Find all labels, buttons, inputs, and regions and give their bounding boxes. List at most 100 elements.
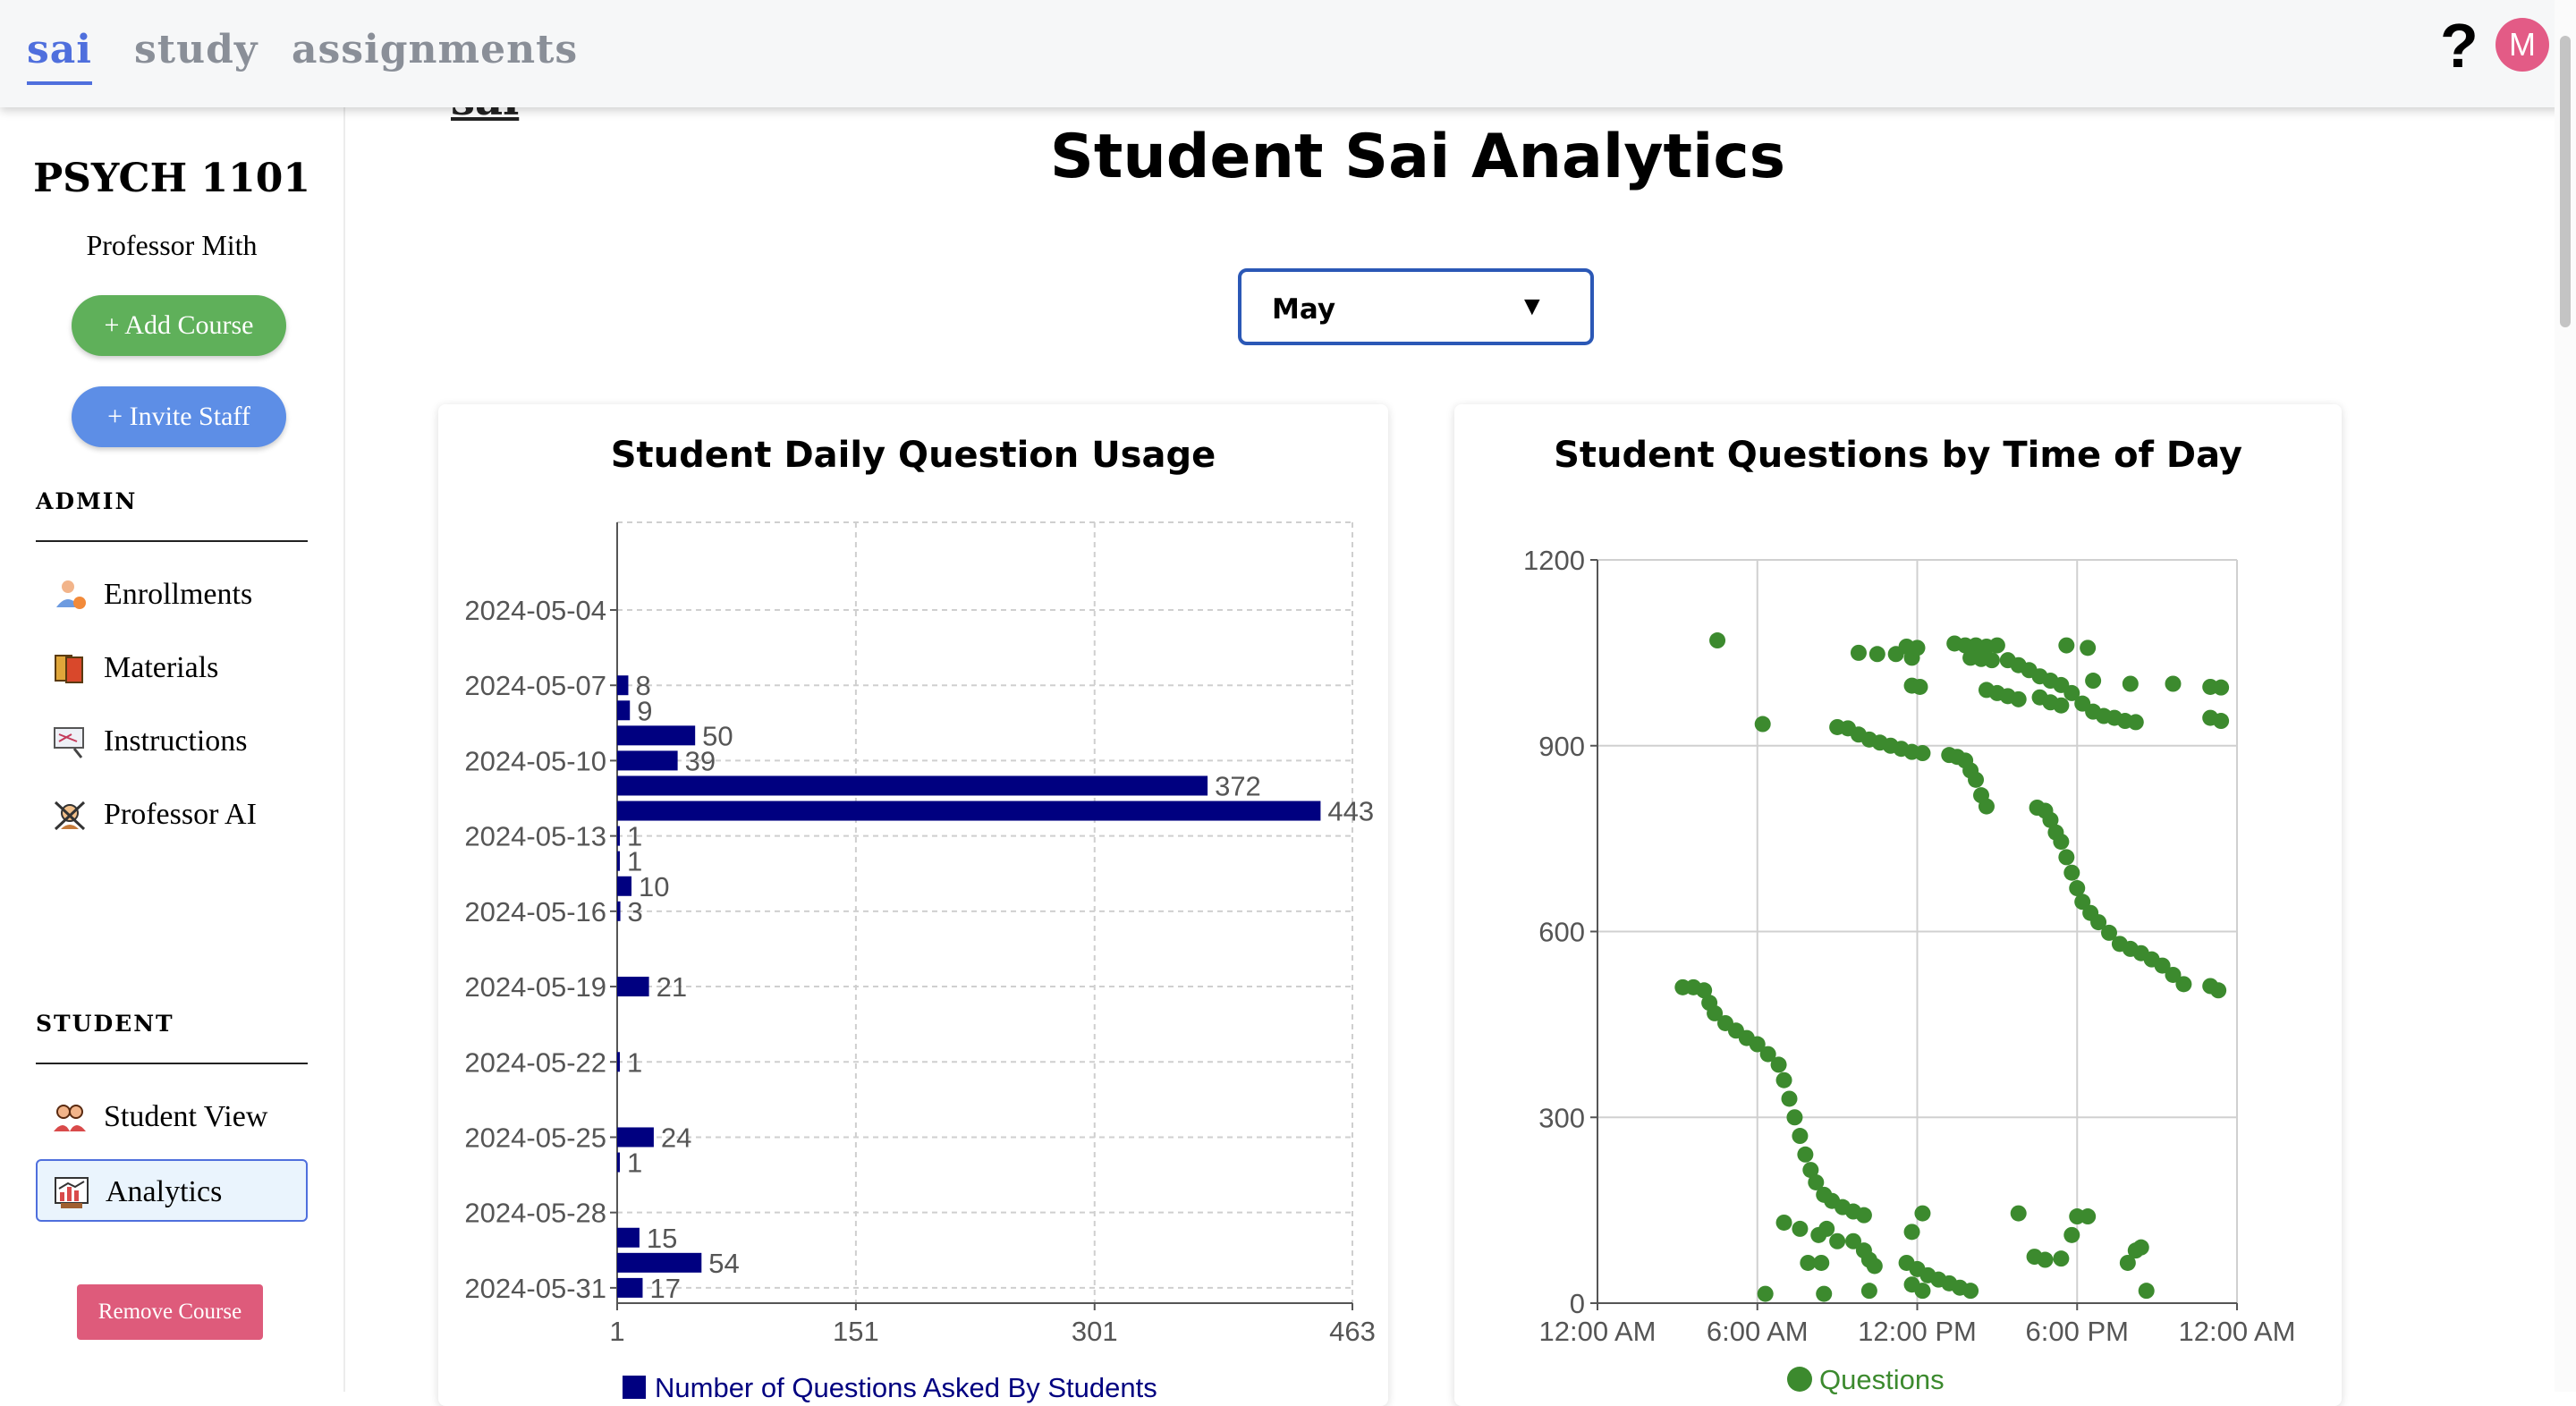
scatter-point <box>1757 1285 1774 1302</box>
scatter-point <box>1903 1224 1920 1241</box>
bar <box>617 725 696 746</box>
bar-value-label: 15 <box>647 1223 677 1254</box>
scatter-point <box>1978 798 1995 815</box>
scatter-point <box>2165 966 2182 983</box>
x-tick-label: 151 <box>833 1316 879 1347</box>
bar <box>617 675 629 696</box>
scatter-point <box>1818 1220 1835 1237</box>
bar <box>617 800 1321 821</box>
month-select-value: May <box>1272 293 1336 326</box>
scatter-point <box>1914 745 1931 762</box>
avatar[interactable]: M <box>2496 18 2549 72</box>
time-of-day-scatter-chart: 12:00 AM 6:00 AM 12:00 PM 6:00 PM 12:00 AM03… <box>1523 545 2296 1395</box>
bar-value-label: 372 <box>1215 770 1261 801</box>
scatter-point <box>1914 1283 1931 1300</box>
scatter-point <box>1909 639 1926 656</box>
y-tick-label: 2024-05-07 <box>464 670 606 701</box>
page-scrollbar[interactable] <box>2555 0 2576 1392</box>
chart-title: Student Daily Question Usage <box>610 435 1216 476</box>
bar-value-label: 1 <box>627 846 642 877</box>
bar-value-label: 3 <box>628 896 643 927</box>
sidebar-item-analytics[interactable]: Analytics <box>36 1159 308 1222</box>
scatter-point <box>1911 678 1928 695</box>
scatter-point <box>2063 684 2080 701</box>
scatter-point <box>1855 1207 1872 1224</box>
bar-value-label: 21 <box>657 971 687 1003</box>
scatter-point <box>1759 1046 1776 1063</box>
y-tick-label: 2024-05-04 <box>464 595 606 626</box>
scatter-point <box>2010 1205 2027 1222</box>
enrollments-icon <box>56 580 86 609</box>
bar <box>617 1152 620 1173</box>
bar-value-label: 54 <box>708 1248 739 1279</box>
scatter-point <box>2119 1254 2136 1271</box>
sidebar-item-instructions[interactable]: Instructions <box>36 710 308 773</box>
scatter-point <box>2053 834 2070 851</box>
scatter-point <box>1968 771 1985 788</box>
sidebar-item-label: Materials <box>104 651 219 684</box>
x-tick-label: 12:00 AM <box>2179 1316 2296 1347</box>
month-select[interactable]: May ▼ <box>1238 268 1594 345</box>
remove-course-button[interactable]: Remove Course <box>77 1284 263 1340</box>
sidebar-item-materials[interactable]: Materials <box>36 637 308 699</box>
scatter-point <box>1914 1205 1931 1222</box>
scatter-point <box>2165 675 2182 692</box>
bar <box>617 1252 702 1273</box>
y-tick-label: 2024-05-25 <box>464 1122 606 1153</box>
tab-assignments[interactable]: assignments <box>292 27 579 72</box>
scatter-point <box>1800 1254 1817 1271</box>
sidebar-item-enrollments[interactable]: Enrollments <box>36 563 308 626</box>
scatter-point <box>1775 1214 1792 1231</box>
analytics-icon <box>55 1177 89 1208</box>
scatter-point <box>1808 1173 1825 1190</box>
sidebar-item-professor-ai[interactable]: Professor AI <box>36 783 308 846</box>
x-tick-label: 301 <box>1072 1316 1118 1347</box>
bar-value-label: 1 <box>627 821 642 852</box>
top-nav: sai study assignments ? M <box>0 0 2576 107</box>
x-tick-label: 12:00 AM <box>1539 1316 1657 1347</box>
scatter-point <box>2069 880 2086 897</box>
scatter-point <box>2122 675 2139 692</box>
scatter-point <box>2138 1283 2155 1300</box>
invite-staff-button[interactable]: + Invite Staff <box>72 386 286 447</box>
y-tick-label: 2024-05-31 <box>464 1273 606 1304</box>
bar-value-label: 8 <box>635 670 650 701</box>
scatter-point <box>1816 1285 1833 1302</box>
tab-study[interactable]: study <box>134 27 258 72</box>
scrollbar-thumb[interactable] <box>2560 36 2571 327</box>
question-mark-icon[interactable]: ? <box>2440 11 2479 80</box>
y-tick-label: 2024-05-13 <box>464 821 606 852</box>
y-tick-label: 900 <box>1538 731 1585 762</box>
admin-divider <box>36 540 308 542</box>
scatter-point <box>1709 632 1726 649</box>
sidebar-item-label: Professor AI <box>104 798 257 831</box>
tab-sai[interactable]: sai <box>27 27 92 85</box>
bar <box>617 826 620 846</box>
page-title: Student Sai Analytics <box>1049 122 1786 192</box>
bar-value-label: 443 <box>1327 796 1374 827</box>
scatter-point <box>2058 849 2075 866</box>
sidebar-item-label: Enrollments <box>104 578 253 611</box>
bar-value-label: 10 <box>639 871 669 902</box>
student-section-label: STUDENT <box>36 1011 174 1037</box>
y-tick-label: 2024-05-28 <box>464 1198 606 1229</box>
sidebar-item-student-view[interactable]: Student View <box>36 1086 308 1148</box>
scatter-point <box>2074 894 2091 911</box>
daily-usage-card: Student Daily Question Usage 2024-05-04 2… <box>438 404 1388 1406</box>
bar <box>617 876 632 896</box>
scatter-point <box>1845 1232 1861 1249</box>
scatter-point <box>2042 811 2059 828</box>
scatter-point <box>2053 1250 2070 1267</box>
scatter-point <box>1813 1254 1830 1271</box>
scatter-point <box>1983 652 2000 669</box>
time-of-day-card: Student Questions by Time of Day 12:00 A… <box>1454 404 2342 1406</box>
student-view-icon <box>54 1105 86 1131</box>
scatter-point <box>2090 914 2107 931</box>
x-tick-label: 6:00 PM <box>2026 1316 2129 1347</box>
materials-icon <box>55 655 83 683</box>
bar <box>617 901 621 921</box>
scatter-point <box>1792 1220 1809 1237</box>
add-course-button[interactable]: + Add Course <box>72 295 286 356</box>
bar <box>617 977 649 997</box>
scatter-point <box>2080 639 2097 656</box>
